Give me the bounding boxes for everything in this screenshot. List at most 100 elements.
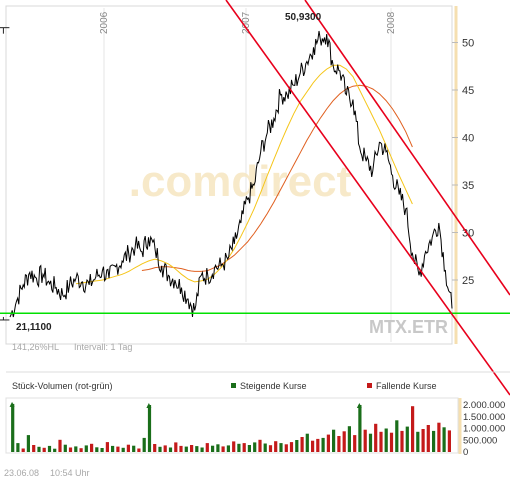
- legend-up-label: Steigende Kurse: [240, 381, 307, 391]
- volume-bar: [121, 447, 125, 452]
- footer-date: 23.06.08: [4, 468, 39, 478]
- legend-down-label: Fallende Kurse: [376, 381, 437, 391]
- volume-bar: [163, 445, 167, 452]
- volume-bars: [9, 401, 451, 452]
- volume-bar: [32, 445, 36, 452]
- volume-tick-label: 500.000: [463, 435, 497, 446]
- volume-bar: [11, 403, 15, 452]
- year-gridlines: [103, 8, 392, 342]
- price-tick-label: 40: [462, 133, 474, 145]
- year-labels: 2006 2007 2008: [99, 11, 397, 34]
- volume-bar: [358, 405, 362, 452]
- volume-bar: [168, 447, 173, 452]
- low-label: 21,1100: [16, 322, 52, 333]
- volume-bar: [416, 431, 420, 452]
- moving-average-long: [141, 84, 413, 272]
- volume-bar: [63, 444, 67, 452]
- legend-down-swatch: [367, 383, 372, 388]
- volume-bar: [84, 445, 88, 452]
- volume-bar: [421, 429, 425, 452]
- volume-bar: [237, 443, 241, 452]
- volume-tick-label: 0: [463, 447, 468, 458]
- volume-tick-label: 1.500.000: [463, 412, 505, 423]
- volume-bar: [305, 433, 309, 452]
- volume-bar: [242, 443, 246, 452]
- volume-bar: [279, 443, 283, 452]
- volume-bar: [132, 445, 136, 452]
- volume-bar: [316, 438, 320, 452]
- year-label: 2006: [99, 11, 110, 34]
- high-marker: [0, 27, 10, 34]
- volume-bar: [58, 439, 62, 452]
- volume-bar: [137, 448, 141, 452]
- volume-bar: [90, 443, 94, 452]
- volume-bar: [274, 441, 278, 452]
- footer-time: 10:54 Uhr: [50, 468, 90, 478]
- volume-bar: [211, 445, 215, 452]
- high-label: 50,9300: [285, 12, 322, 23]
- volume-bar: [190, 445, 194, 452]
- moving-average-short: [75, 64, 413, 285]
- volume-bar: [405, 426, 409, 452]
- year-label: 2008: [386, 11, 397, 34]
- volume-bar: [311, 440, 315, 452]
- low-marker: [0, 316, 10, 321]
- range-text: 141,26%HL: [12, 342, 59, 352]
- volume-bar: [100, 448, 104, 452]
- volume-bar: [432, 430, 436, 452]
- volume-bar: [268, 445, 273, 452]
- trend-line-lower: [225, 0, 510, 396]
- volume-bar: [353, 435, 357, 452]
- volume-bar: [174, 442, 178, 452]
- volume-bar: [289, 442, 294, 452]
- volume-bar: [95, 447, 99, 452]
- volume-bar: [111, 445, 115, 452]
- volume-bar: [332, 429, 336, 452]
- volume-bar: [300, 437, 304, 452]
- volume-bar: [447, 430, 451, 452]
- volume-bar: [263, 443, 267, 452]
- volume-bar: [47, 445, 52, 452]
- volume-bar: [400, 430, 404, 452]
- volume-bar: [153, 444, 157, 452]
- volume-bar: [284, 444, 288, 452]
- price-tick-label: 45: [462, 85, 474, 97]
- volume-bar: [221, 446, 225, 452]
- volume-bar: [142, 437, 146, 452]
- volume-bar: [321, 437, 325, 452]
- volume-bar: [426, 425, 430, 452]
- ma-long-line: [141, 84, 413, 272]
- price-line: [9, 30, 453, 318]
- volume-bar: [253, 442, 257, 452]
- volume-bar: [363, 429, 367, 452]
- volume-bar: [379, 431, 383, 452]
- volume-bar: [116, 446, 120, 452]
- ticker-label: MTX.ETR: [369, 317, 448, 337]
- volume-bar: [368, 433, 373, 452]
- price-tick-label: 25: [462, 275, 474, 287]
- volume-bar: [347, 426, 351, 452]
- volume-bar: [37, 446, 41, 452]
- volume-bar: [200, 447, 204, 452]
- volume-bar: [105, 442, 109, 452]
- volume-bar: [184, 446, 188, 452]
- ma-short-line: [75, 64, 413, 285]
- volume-plot-frame: [5, 397, 459, 454]
- watermark: .comdirect: [129, 157, 352, 206]
- volume-bar: [79, 448, 83, 452]
- volume-bar: [158, 446, 162, 452]
- volume-bar: [16, 443, 20, 452]
- volume-cap-arrow: [146, 403, 152, 409]
- volume-bar: [411, 406, 415, 452]
- volume-bar: [216, 444, 220, 452]
- volume-bar: [395, 420, 399, 452]
- price-tick-label: 35: [462, 180, 474, 192]
- volume-bar: [374, 423, 378, 452]
- price-tick-label: 50: [462, 38, 474, 50]
- volume-title: Stück-Volumen (rot-grün): [12, 381, 113, 391]
- volume-bar: [384, 428, 388, 452]
- volume-bar: [53, 448, 57, 452]
- volume-bar: [205, 443, 209, 452]
- volume-bar: [42, 447, 46, 452]
